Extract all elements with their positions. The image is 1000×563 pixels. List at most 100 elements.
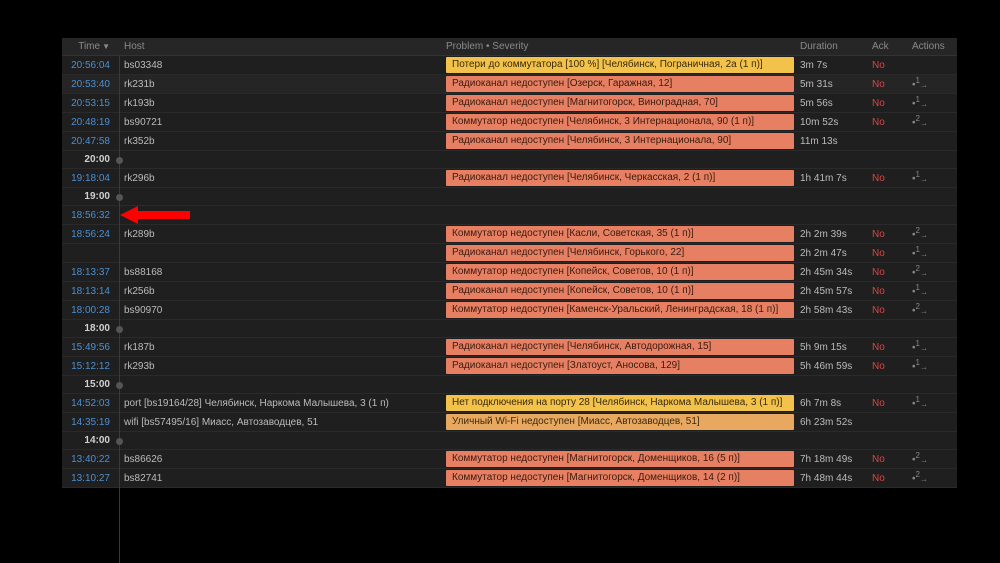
cell-host[interactable]: bs82741	[118, 473, 446, 484]
cell-ack[interactable]: No	[866, 305, 906, 316]
cell-host[interactable]: bs90970	[118, 305, 446, 316]
cell-time[interactable]: 18:00:28	[62, 305, 118, 316]
cell-time[interactable]: 20:48:19	[62, 117, 118, 128]
cell-time[interactable]: 20:47:58	[62, 136, 118, 147]
cell-ack[interactable]: No	[866, 248, 906, 259]
action-icon[interactable]: •2→	[912, 452, 928, 465]
problem-badge[interactable]: Коммутатор недоступен [Каменск-Уральский…	[446, 302, 794, 318]
action-icon[interactable]: •1→	[912, 171, 928, 184]
problem-badge[interactable]: Коммутатор недоступен [Магнитогорск, Дом…	[446, 451, 794, 467]
problem-badge[interactable]: Уличный Wi-Fi недоступен [Миасс, Автозав…	[446, 414, 794, 430]
cell-ack[interactable]: No	[866, 361, 906, 372]
action-icon[interactable]: •2→	[912, 265, 928, 278]
cell-time[interactable]: 20:53:40	[62, 79, 118, 90]
cell-time[interactable]: 13:10:27	[62, 473, 118, 484]
cell-host[interactable]: bs86626	[118, 454, 446, 465]
cell-ack[interactable]: No	[866, 98, 906, 109]
cell-actions[interactable]: •1→	[906, 340, 954, 353]
cell-time[interactable]: 18:56:32	[62, 210, 118, 221]
cell-actions[interactable]: •2→	[906, 227, 954, 240]
col-header-ack[interactable]: Ack	[866, 41, 906, 52]
cell-actions[interactable]: •1→	[906, 171, 954, 184]
cell-ack[interactable]: No	[866, 473, 906, 484]
cell-actions[interactable]: •1→	[906, 77, 954, 90]
action-icon[interactable]: •1→	[912, 96, 928, 109]
cell-actions[interactable]: •2→	[906, 303, 954, 316]
problem-badge[interactable]: Потери до коммутатора [100 %] [Челябинск…	[446, 57, 794, 73]
action-icon[interactable]: •1→	[912, 246, 928, 259]
problem-badge[interactable]: Радиоканал недоступен [Челябинск, 3 Инте…	[446, 133, 794, 149]
cell-time[interactable]: 15:49:56	[62, 342, 118, 353]
action-icon[interactable]: •1→	[912, 284, 928, 297]
cell-ack[interactable]: No	[866, 342, 906, 353]
cell-actions[interactable]: •2→	[906, 452, 954, 465]
cell-host[interactable]: rk256b	[118, 286, 446, 297]
cell-host[interactable]: wifi [bs57495/16] Миасс, Автозаводцев, 5…	[118, 417, 446, 428]
col-header-problem[interactable]: Problem • Severity	[446, 41, 794, 52]
problem-badge[interactable]: Радиоканал недоступен [Златоуст, Аносова…	[446, 358, 794, 374]
cell-host[interactable]: rk352b	[118, 136, 446, 147]
cell-ack[interactable]: No	[866, 398, 906, 409]
cell-host[interactable]: rk289b	[118, 229, 446, 240]
cell-actions[interactable]: •2→	[906, 471, 954, 484]
problem-badge[interactable]: Радиоканал недоступен [Магнитогорск, Вин…	[446, 95, 794, 111]
col-header-duration[interactable]: Duration	[794, 41, 866, 52]
cell-actions[interactable]: •1→	[906, 96, 954, 109]
cell-ack[interactable]: No	[866, 173, 906, 184]
cell-host[interactable]: bs88168	[118, 267, 446, 278]
problem-badge[interactable]: Нет подключения на порту 28 [Челябинск, …	[446, 395, 794, 411]
problem-badge[interactable]: Коммутатор недоступен [Копейск, Советов,…	[446, 264, 794, 280]
cell-time[interactable]: 18:13:37	[62, 267, 118, 278]
cell-time[interactable]: 18:56:24	[62, 229, 118, 240]
action-icon[interactable]: •1→	[912, 359, 928, 372]
cell-ack[interactable]: No	[866, 286, 906, 297]
cell-actions[interactable]: •1→	[906, 359, 954, 372]
action-icon[interactable]: •1→	[912, 340, 928, 353]
action-icon[interactable]: •1→	[912, 396, 928, 409]
cell-host[interactable]: bs90721	[118, 117, 446, 128]
problem-badge[interactable]: Радиоканал недоступен [Челябинск, Горько…	[446, 245, 794, 261]
action-icon[interactable]: •1→	[912, 77, 928, 90]
cell-time[interactable]: 14:35:19	[62, 417, 118, 428]
cell-actions[interactable]: •1→	[906, 284, 954, 297]
problem-badge[interactable]: Радиоканал недоступен [Озерск, Гаражная,…	[446, 76, 794, 92]
problem-badge[interactable]: Радиоканал недоступен [Копейск, Советов,…	[446, 283, 794, 299]
action-icon[interactable]: •2→	[912, 227, 928, 240]
problem-badge[interactable]: Коммутатор недоступен [Касли, Советская,…	[446, 226, 794, 242]
action-icon[interactable]: •2→	[912, 471, 928, 484]
cell-actions[interactable]: •2→	[906, 265, 954, 278]
cell-ack[interactable]: No	[866, 60, 906, 71]
action-icon[interactable]: •2→	[912, 303, 928, 316]
cell-host[interactable]: rk231b	[118, 79, 446, 90]
cell-actions[interactable]: •2→	[906, 115, 954, 128]
cell-time[interactable]: 18:13:14	[62, 286, 118, 297]
cell-ack[interactable]: No	[866, 267, 906, 278]
cell-host[interactable]: rk187b	[118, 342, 446, 353]
sort-desc-icon: ▼	[102, 42, 110, 51]
cell-time[interactable]: 20:53:15	[62, 98, 118, 109]
cell-ack[interactable]: No	[866, 117, 906, 128]
cell-host[interactable]: port [bs19164/28] Челябинск, Наркома Мал…	[118, 398, 446, 409]
action-icon[interactable]: •2→	[912, 115, 928, 128]
problem-badge[interactable]: Радиоканал недоступен [Челябинск, Автодо…	[446, 339, 794, 355]
problem-badge[interactable]: Коммутатор недоступен [Магнитогорск, Дом…	[446, 470, 794, 486]
problem-badge[interactable]: Радиоканал недоступен [Челябинск, Черкас…	[446, 170, 794, 186]
cell-actions[interactable]: •1→	[906, 396, 954, 409]
cell-time[interactable]: 14:52:03	[62, 398, 118, 409]
cell-time[interactable]: 15:12:12	[62, 361, 118, 372]
cell-ack[interactable]: No	[866, 79, 906, 90]
cell-ack[interactable]: No	[866, 229, 906, 240]
cell-actions[interactable]: •1→	[906, 246, 954, 259]
cell-time[interactable]: 20:56:04	[62, 60, 118, 71]
cell-host[interactable]: rk193b	[118, 98, 446, 109]
cell-host[interactable]: bs03348	[118, 60, 446, 71]
cell-time[interactable]: 13:40:22	[62, 454, 118, 465]
col-header-host[interactable]: Host	[118, 41, 446, 52]
cell-ack[interactable]: No	[866, 454, 906, 465]
cell-host[interactable]: rk296b	[118, 173, 446, 184]
col-header-time[interactable]: Time▼	[62, 41, 118, 52]
cell-time[interactable]: 19:18:04	[62, 173, 118, 184]
cell-host[interactable]: rk293b	[118, 361, 446, 372]
col-header-actions[interactable]: Actions	[906, 41, 954, 52]
problem-badge[interactable]: Коммутатор недоступен [Челябинск, 3 Инте…	[446, 114, 794, 130]
